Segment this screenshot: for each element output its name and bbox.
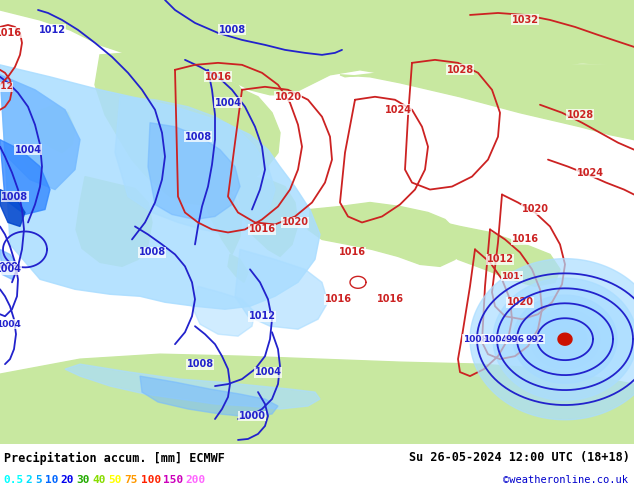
Text: 992: 992 xyxy=(526,335,545,343)
Polygon shape xyxy=(430,220,560,286)
Polygon shape xyxy=(0,75,80,190)
Text: 1020: 1020 xyxy=(275,92,302,102)
Polygon shape xyxy=(228,254,248,282)
Polygon shape xyxy=(0,190,25,226)
Text: 1004: 1004 xyxy=(214,98,242,108)
Text: 1004: 1004 xyxy=(0,320,20,329)
Text: 1016: 1016 xyxy=(512,234,538,245)
Polygon shape xyxy=(140,376,278,417)
Text: 1016: 1016 xyxy=(377,294,403,304)
Text: 100: 100 xyxy=(141,475,161,485)
Polygon shape xyxy=(0,140,50,215)
Text: 1020: 1020 xyxy=(281,218,309,227)
Polygon shape xyxy=(340,65,634,140)
Text: 1028: 1028 xyxy=(446,65,474,75)
Text: 40: 40 xyxy=(93,475,106,485)
Text: 1004: 1004 xyxy=(0,265,22,274)
Polygon shape xyxy=(115,97,275,234)
Polygon shape xyxy=(22,145,42,170)
Text: 1016: 1016 xyxy=(205,72,231,82)
Text: Su 26-05-2024 12:00 UTC (18+18): Su 26-05-2024 12:00 UTC (18+18) xyxy=(409,451,630,465)
Text: 1024: 1024 xyxy=(384,105,411,115)
Text: 200: 200 xyxy=(186,475,206,485)
Polygon shape xyxy=(0,354,634,444)
Text: 1016: 1016 xyxy=(0,28,22,38)
Polygon shape xyxy=(543,320,587,358)
Text: 0.5: 0.5 xyxy=(3,475,23,485)
Polygon shape xyxy=(235,249,328,329)
Polygon shape xyxy=(202,176,242,254)
Text: 1012: 1012 xyxy=(486,254,514,265)
Polygon shape xyxy=(150,70,280,196)
Text: 1020: 1020 xyxy=(522,204,548,215)
Polygon shape xyxy=(513,295,617,383)
Text: 1008: 1008 xyxy=(0,262,17,271)
Text: 1008: 1008 xyxy=(463,335,488,343)
Text: Precipitation accum. [mm] ECMWF: Precipitation accum. [mm] ECMWF xyxy=(4,451,225,465)
Text: 5: 5 xyxy=(35,475,42,485)
Text: 1020: 1020 xyxy=(507,297,533,307)
Text: 10: 10 xyxy=(44,475,58,485)
Text: 1008: 1008 xyxy=(1,192,29,201)
Polygon shape xyxy=(30,105,75,153)
Text: 20: 20 xyxy=(60,475,74,485)
Text: 1004: 1004 xyxy=(482,335,507,343)
Text: 1008: 1008 xyxy=(186,359,214,369)
Text: 1008: 1008 xyxy=(184,132,212,142)
Polygon shape xyxy=(238,176,298,256)
Text: 30: 30 xyxy=(77,475,90,485)
Text: 75: 75 xyxy=(124,475,138,485)
Polygon shape xyxy=(553,329,577,349)
Text: 1016: 1016 xyxy=(325,294,351,304)
Text: 1012: 1012 xyxy=(0,82,13,91)
Polygon shape xyxy=(76,176,152,267)
Text: 1012: 1012 xyxy=(39,25,65,35)
Text: 101·: 101· xyxy=(501,272,523,281)
Polygon shape xyxy=(334,0,634,65)
Text: 1016: 1016 xyxy=(339,247,365,257)
Polygon shape xyxy=(95,53,258,204)
Text: 1024: 1024 xyxy=(576,168,604,177)
Text: ©weatheronline.co.uk: ©weatheronline.co.uk xyxy=(503,475,628,485)
Polygon shape xyxy=(65,364,320,409)
Polygon shape xyxy=(493,278,634,400)
Text: 1004: 1004 xyxy=(15,145,41,155)
Polygon shape xyxy=(558,333,572,345)
Polygon shape xyxy=(0,65,320,309)
Text: 996: 996 xyxy=(505,335,524,343)
Polygon shape xyxy=(192,286,255,336)
Polygon shape xyxy=(530,310,600,369)
Polygon shape xyxy=(470,259,634,420)
Text: 1004: 1004 xyxy=(254,367,281,377)
Text: 1028: 1028 xyxy=(566,110,593,120)
Text: 1016: 1016 xyxy=(249,224,276,234)
Text: 150: 150 xyxy=(163,475,183,485)
Polygon shape xyxy=(308,202,462,267)
Text: 1000: 1000 xyxy=(238,411,266,421)
Text: 50: 50 xyxy=(108,475,122,485)
Text: 1012: 1012 xyxy=(249,311,276,321)
Polygon shape xyxy=(0,249,18,279)
Text: 1032: 1032 xyxy=(512,15,538,25)
Text: 2: 2 xyxy=(25,475,32,485)
Polygon shape xyxy=(148,122,240,220)
Text: 1008: 1008 xyxy=(219,25,245,35)
Text: 1008: 1008 xyxy=(138,247,165,257)
Polygon shape xyxy=(0,0,634,95)
